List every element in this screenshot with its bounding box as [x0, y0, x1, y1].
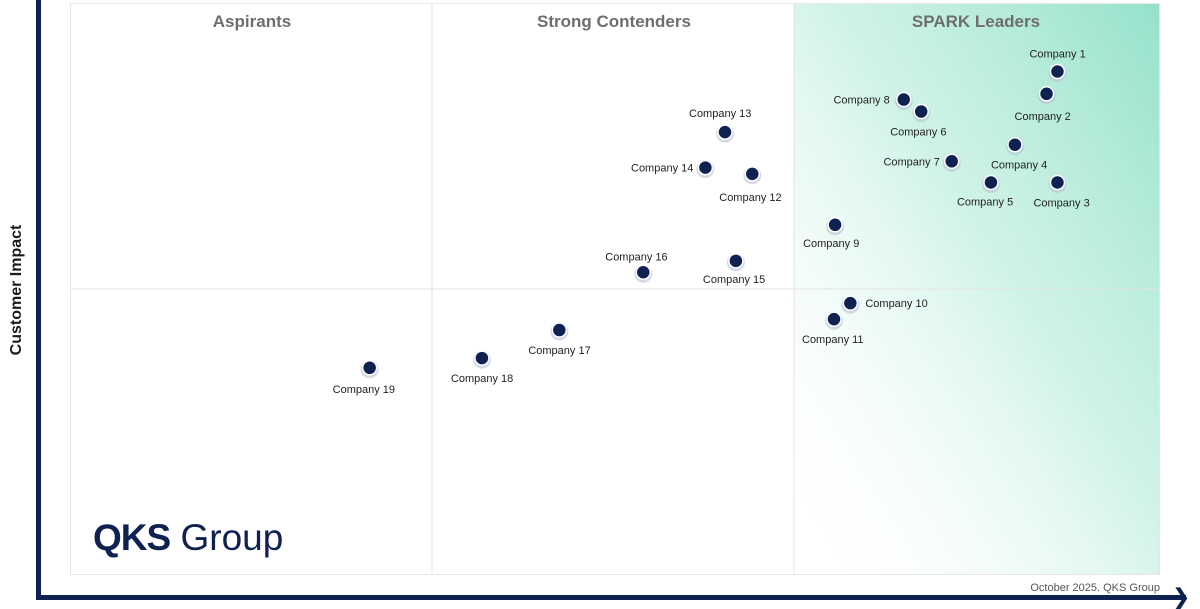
quadrant-title-strong-contenders: Strong Contenders	[537, 12, 691, 31]
data-point-company-4[interactable]	[1007, 136, 1023, 153]
data-label-company-1: Company 1	[1029, 48, 1085, 60]
data-point-company-19[interactable]	[361, 360, 378, 376]
qks-group-logo: QKS Group	[93, 517, 283, 559]
data-point-company-16[interactable]	[635, 264, 651, 281]
data-point-company-9[interactable]	[827, 217, 843, 233]
arrow-right-icon: ❯	[1172, 584, 1191, 609]
y-axis-label: Customer Impact	[8, 224, 25, 356]
data-point-company-3[interactable]	[1049, 174, 1066, 191]
data-label-company-14: Company 14	[631, 163, 693, 175]
data-label-company-8: Company 8	[833, 95, 889, 107]
logo-light-text: Group	[180, 517, 284, 558]
data-point-company-17[interactable]	[551, 322, 568, 338]
data-point-company-5[interactable]	[983, 174, 999, 191]
data-point-company-15[interactable]	[728, 253, 744, 269]
data-label-company-13: Company 13	[689, 108, 751, 120]
data-point-company-10[interactable]	[842, 295, 859, 311]
data-point-company-11[interactable]	[826, 311, 842, 327]
plot-background	[71, 4, 1159, 574]
data-label-company-17: Company 17	[528, 345, 590, 357]
logo-strong-text: QKS	[93, 517, 171, 558]
data-point-company-2[interactable]	[1038, 86, 1055, 102]
x-axis-line	[36, 595, 1186, 600]
data-label-company-5: Company 5	[957, 196, 1013, 208]
data-point-company-6[interactable]	[913, 103, 929, 120]
data-point-company-18[interactable]	[474, 350, 490, 366]
data-point-company-13[interactable]	[717, 124, 733, 140]
data-label-company-10: Company 10	[865, 298, 927, 310]
data-point-company-14[interactable]	[697, 159, 714, 176]
data-label-company-19: Company 19	[333, 384, 395, 396]
data-label-company-2: Company 2	[1015, 111, 1071, 123]
plot-area: Aspirants Strong Contenders SPARK Leader…	[70, 3, 1160, 575]
data-label-company-6: Company 6	[890, 127, 946, 139]
data-label-company-18: Company 18	[451, 373, 513, 385]
data-point-company-12[interactable]	[744, 166, 760, 182]
data-label-company-12: Company 12	[719, 192, 781, 204]
data-label-company-16: Company 16	[605, 251, 667, 263]
data-label-company-11: Company 11	[802, 334, 864, 346]
data-label-company-4: Company 4	[991, 160, 1047, 172]
data-label-company-7: Company 7	[883, 156, 939, 168]
footnote: October 2025. QKS Group	[1030, 582, 1160, 594]
data-point-company-7[interactable]	[943, 153, 960, 170]
data-label-company-15: Company 15	[703, 274, 765, 286]
data-point-company-8[interactable]	[896, 91, 912, 108]
data-point-company-1[interactable]	[1049, 63, 1066, 80]
points-layer: Company 1 Company 2 Company 3 Company 4 Comp…	[333, 48, 1090, 396]
y-axis-line	[36, 0, 41, 600]
quadrant-title-aspirants: Aspirants	[212, 12, 292, 31]
data-label-company-3: Company 3	[1033, 197, 1089, 209]
data-label-company-9: Company 9	[803, 238, 859, 250]
quadrant-title-spark-leaders: SPARK Leaders	[911, 12, 1041, 31]
